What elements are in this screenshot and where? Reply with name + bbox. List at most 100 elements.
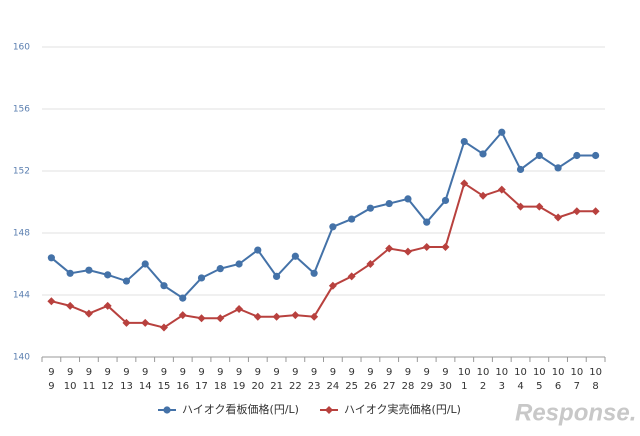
x-tick-label: 9 — [104, 367, 110, 378]
point — [385, 199, 393, 208]
legend-marker — [163, 406, 171, 414]
point — [404, 195, 412, 203]
x-tick-label: 9 — [292, 367, 298, 378]
series-line — [51, 181, 596, 329]
point — [460, 179, 469, 188]
point — [253, 312, 262, 321]
point — [291, 252, 299, 260]
series-line — [50, 130, 596, 300]
x-tick-label: 9 — [198, 367, 204, 378]
y-tick-label: 144 — [13, 291, 30, 301]
x-tick-label: 2 — [480, 381, 486, 392]
y-tick-label: 140 — [13, 353, 30, 363]
point — [385, 244, 394, 253]
x-tick-label: 1 — [461, 381, 467, 392]
x-tick-label: 9 — [217, 367, 223, 378]
x-tick-label: 8 — [592, 381, 598, 392]
x-tick-label: 4 — [517, 381, 523, 392]
point — [141, 260, 149, 268]
point — [66, 269, 74, 277]
point — [197, 314, 206, 323]
x-tick-label: 9 — [386, 367, 392, 378]
point — [216, 314, 225, 323]
x-tick-label: 5 — [536, 381, 542, 392]
x-tick-label: 10 — [552, 367, 565, 378]
point — [535, 151, 543, 160]
x-tick-label: 3 — [499, 381, 505, 392]
x-tick-label: 9 — [48, 367, 54, 378]
x-tick-label: 24 — [327, 381, 340, 392]
point — [423, 218, 431, 226]
point — [573, 151, 581, 160]
x-tick-label: 7 — [574, 381, 580, 392]
point — [310, 269, 318, 277]
point — [179, 294, 187, 302]
x-tick-label: 10 — [589, 367, 602, 378]
x-tick-label: 9 — [424, 367, 430, 378]
x-tick-label: 10 — [64, 381, 77, 392]
x-tick-label: 30 — [439, 381, 452, 392]
point — [47, 297, 56, 306]
x-tick-label: 11 — [83, 381, 96, 392]
point — [441, 196, 450, 205]
x-tick-label: 9 — [48, 381, 54, 392]
x-tick-label: 26 — [364, 381, 377, 392]
x-tick-label: 9 — [311, 367, 317, 378]
point — [160, 282, 168, 290]
x-tick-label: 9 — [180, 367, 186, 378]
legend-label: ハイオク看板価格(円/L) — [182, 402, 299, 416]
x-tick-label: 10 — [495, 367, 508, 378]
point — [479, 191, 488, 200]
x-tick-label: 16 — [176, 381, 189, 392]
point — [554, 164, 562, 172]
point — [347, 272, 356, 281]
watermark: Response. — [515, 399, 636, 426]
y-tick-label: 148 — [13, 229, 30, 239]
point — [535, 202, 544, 211]
point — [235, 304, 244, 313]
point — [516, 165, 525, 174]
point — [310, 312, 319, 321]
x-tick-label: 10 — [477, 367, 490, 378]
x-tick-label: 29 — [420, 381, 433, 392]
y-tick-label: 152 — [13, 167, 30, 177]
legend-label: ハイオク実売価格(円/L) — [344, 402, 461, 416]
point — [422, 242, 431, 251]
point — [497, 185, 506, 194]
point — [197, 274, 206, 282]
x-tick-label: 21 — [270, 381, 283, 392]
x-tick-label: 27 — [383, 381, 396, 392]
point — [122, 277, 131, 285]
x-tick-label: 9 — [348, 367, 354, 378]
point — [479, 150, 487, 158]
x-tick-label: 9 — [442, 367, 448, 378]
x-tick-label: 10 — [533, 367, 546, 378]
point — [254, 246, 262, 254]
point — [85, 266, 93, 274]
x-tick-label: 17 — [195, 381, 208, 392]
x-tick-label: 12 — [101, 381, 114, 392]
x-tick-label: 19 — [233, 381, 246, 392]
x-tick-label: 9 — [367, 367, 373, 378]
point — [141, 318, 150, 327]
x-tick-label: 9 — [405, 367, 411, 378]
point — [366, 260, 375, 268]
point — [554, 213, 563, 222]
x-tick-label: 22 — [289, 381, 302, 392]
point — [66, 301, 75, 310]
x-tick-label: 28 — [402, 381, 415, 392]
point — [103, 301, 112, 310]
point — [329, 223, 337, 231]
point — [572, 207, 581, 216]
point — [122, 318, 131, 327]
x-tick-label: 9 — [123, 367, 129, 378]
point — [460, 137, 468, 146]
point — [591, 207, 600, 216]
x-tick-label: 9 — [273, 367, 279, 378]
y-tick-label: 160 — [13, 43, 30, 53]
x-tick-label: 23 — [308, 381, 321, 392]
x-tick-label: 9 — [236, 367, 242, 378]
point — [178, 311, 187, 320]
x-tick-label: 9 — [67, 367, 73, 378]
